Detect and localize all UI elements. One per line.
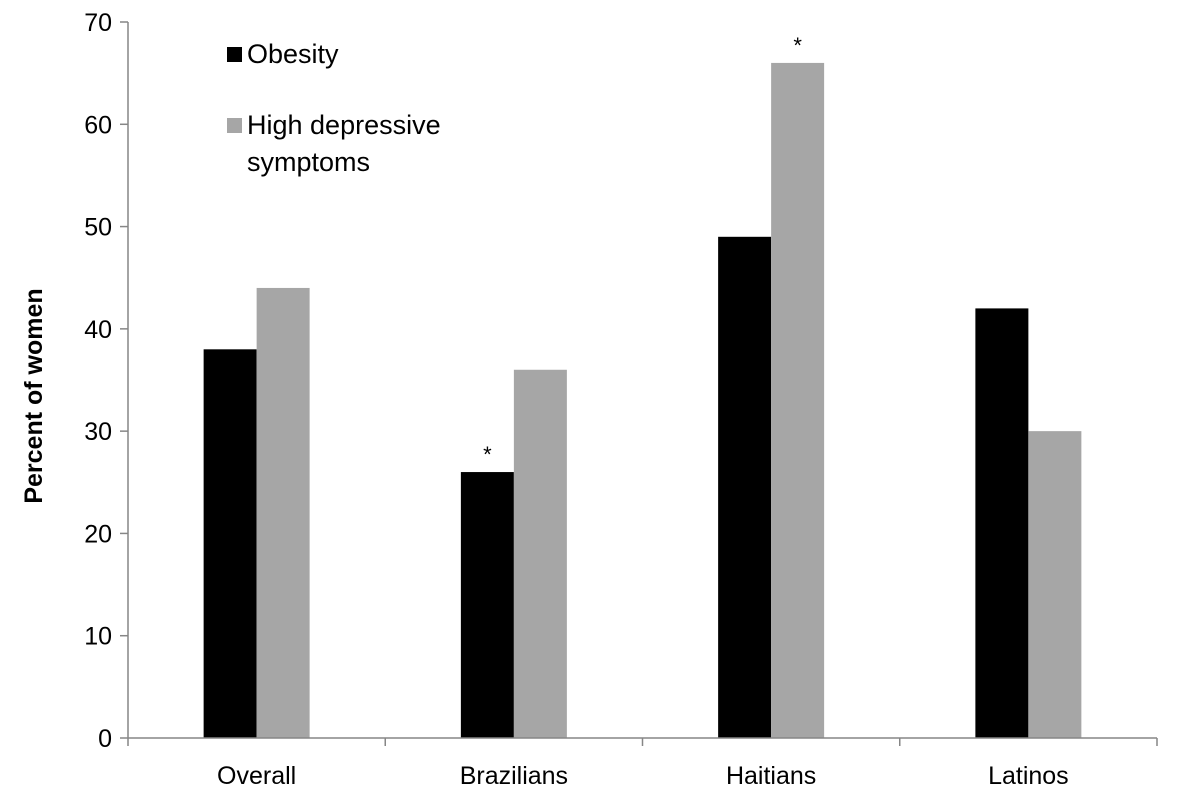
bar-obesity-haitians — [718, 236, 772, 739]
bar-depressive-haitians — [771, 62, 825, 738]
y-tick-label: 40 — [84, 316, 112, 344]
y-tick-label: 70 — [84, 9, 112, 37]
x-tick-label: Haitians — [726, 762, 816, 790]
bar-obesity-overall — [203, 349, 257, 738]
legend-label: Obesity — [247, 39, 339, 69]
x-tick-label: Latinos — [988, 762, 1069, 790]
y-axis: 0 10 20 30 40 50 60 70 — [84, 9, 129, 753]
legend-swatch — [227, 118, 242, 133]
annotations: ** — [483, 33, 802, 467]
bar-obesity-brazilians — [460, 472, 514, 738]
x-tick-label: Overall — [217, 762, 296, 790]
bars — [203, 62, 1082, 739]
y-tick-label: 10 — [84, 623, 112, 651]
bar-obesity-latinos — [975, 308, 1029, 738]
significance-marker: * — [793, 33, 802, 58]
legend-label: High depressive — [247, 110, 441, 140]
significance-marker: * — [483, 442, 492, 467]
bar-depressive-brazilians — [513, 369, 567, 738]
y-tick-label: 30 — [84, 418, 112, 446]
legend-swatch — [227, 47, 242, 62]
x-axis: Overall Brazilians Haitians Latinos — [127, 737, 1158, 790]
x-tick-label: Brazilians — [460, 762, 568, 790]
y-tick-label: 60 — [84, 111, 112, 139]
y-axis-label: Percent of women — [20, 288, 48, 503]
bar-depressive-latinos — [1028, 431, 1082, 738]
bar-depressive-overall — [256, 287, 310, 738]
legend: Obesity High depressive symptoms — [227, 39, 441, 177]
y-tick-label: 20 — [84, 520, 112, 548]
y-tick-label: 50 — [84, 214, 112, 242]
legend-label: symptoms — [247, 147, 370, 177]
y-tick-label: 0 — [98, 725, 112, 753]
